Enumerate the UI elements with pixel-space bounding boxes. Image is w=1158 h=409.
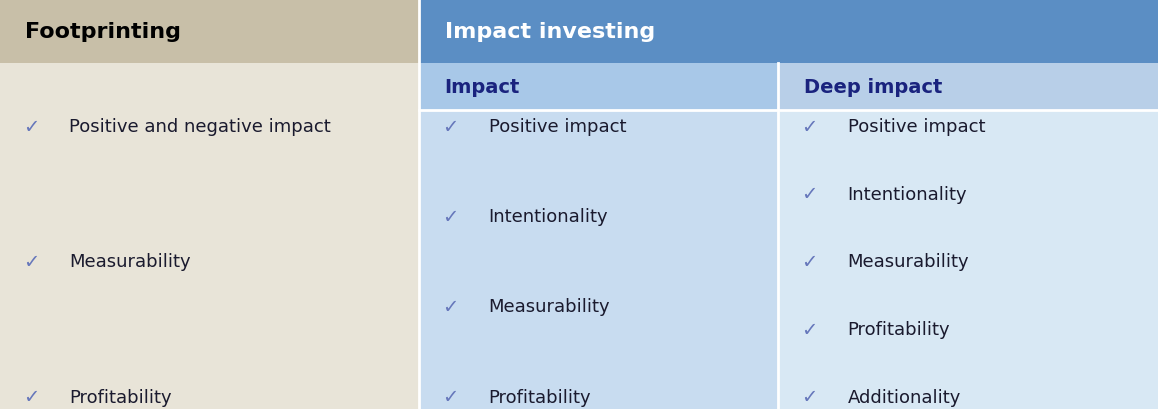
Text: ✓: ✓	[442, 117, 459, 136]
Text: Impact investing: Impact investing	[445, 22, 655, 42]
Bar	[778, 110, 1158, 409]
Text: Deep impact: Deep impact	[804, 77, 941, 97]
Text: Positive and negative impact: Positive and negative impact	[69, 118, 331, 136]
Text: Footprinting: Footprinting	[25, 22, 182, 42]
Text: ✓: ✓	[801, 387, 818, 406]
Text: ✓: ✓	[801, 252, 818, 271]
Text: Profitability: Profitability	[489, 388, 592, 406]
Bar	[0, 63, 419, 409]
Text: Positive impact: Positive impact	[848, 118, 985, 136]
Text: Measurability: Measurability	[489, 298, 610, 316]
Text: Profitability: Profitability	[69, 388, 173, 406]
Text: Profitability: Profitability	[848, 320, 951, 338]
Text: ✓: ✓	[442, 297, 459, 316]
Bar	[419, 0, 1158, 63]
Text: ✓: ✓	[442, 387, 459, 406]
Text: ✓: ✓	[801, 185, 818, 204]
Text: ✓: ✓	[801, 117, 818, 136]
Bar	[0, 0, 419, 63]
Bar	[778, 63, 1158, 110]
Text: ✓: ✓	[23, 117, 39, 136]
Text: ✓: ✓	[801, 320, 818, 339]
Bar	[419, 110, 778, 409]
Text: Positive impact: Positive impact	[489, 118, 626, 136]
Text: ✓: ✓	[442, 207, 459, 226]
Text: Measurability: Measurability	[69, 253, 191, 271]
Text: ✓: ✓	[23, 252, 39, 271]
Text: Additionality: Additionality	[848, 388, 961, 406]
Text: ✓: ✓	[23, 387, 39, 406]
Text: Impact: Impact	[445, 77, 520, 97]
Bar	[419, 63, 778, 110]
Text: Measurability: Measurability	[848, 253, 969, 271]
Text: Intentionality: Intentionality	[489, 208, 608, 226]
Text: Intentionality: Intentionality	[848, 185, 967, 203]
